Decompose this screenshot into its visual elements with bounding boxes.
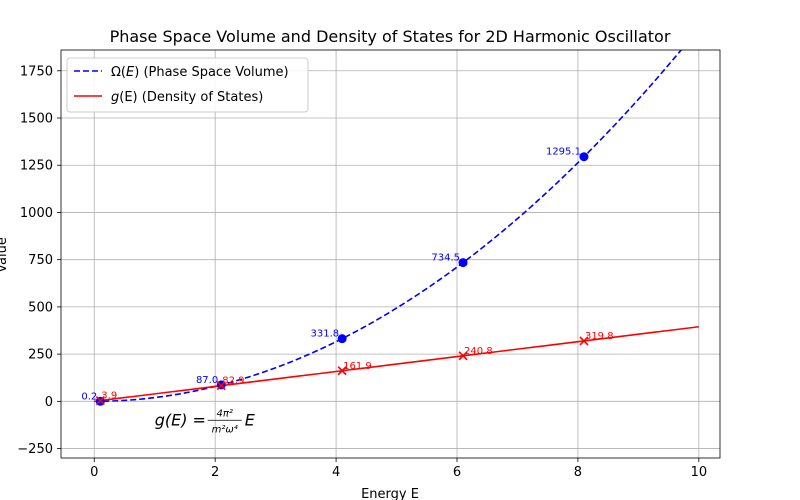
legend-box: [66, 57, 309, 113]
series-2-point: [95, 396, 105, 406]
series-2-point: [337, 366, 347, 376]
y-tick-label: −250: [17, 442, 53, 457]
series-line-2: [94, 325, 699, 403]
x-tick-label: 6: [453, 465, 461, 480]
series-group: [94, 50, 699, 403]
series-2-data-label: 82.9: [222, 376, 244, 387]
series-2-data-label: 3.9: [101, 391, 117, 402]
series-1-data-label: 1295.1: [546, 147, 581, 158]
plot-area: 0.2 87.0 331.8 734.5 1295.1 3.9 82.9 161.9 240.8…: [17, 49, 721, 480]
y-tick-label: 500: [28, 300, 53, 315]
y-tick-label: 250: [28, 348, 53, 363]
series-2-point: [579, 336, 589, 346]
series-1-data-label: 0.2: [81, 391, 97, 402]
x-tick-label: 0: [90, 465, 98, 480]
legend: Ω(E) (Phase Space Volume) g(E) (Density o…: [66, 57, 309, 113]
y-tick-label: 1250: [20, 159, 53, 174]
formula-rhs: E: [245, 410, 256, 429]
series-1-data-label: 734.5: [431, 253, 460, 264]
formula-lhs: g(E) =: [155, 410, 206, 429]
y-tick-label: 1000: [20, 206, 53, 221]
series-2-data-label: 319.8: [585, 331, 614, 342]
plot-frame: [60, 49, 721, 459]
series-2-point: [458, 351, 468, 361]
series-1-data-label: 87.0: [196, 375, 218, 386]
x-tick-label: 4: [332, 465, 340, 480]
chart-title: Phase Space Volume and Density of States…: [110, 27, 671, 46]
legend-entry-2: g(E) (Density of States): [111, 90, 263, 105]
formula-denominator: m²ω⁴: [212, 423, 238, 435]
series-2-data-label: 161.9: [343, 361, 372, 372]
x-tick-label: 10: [691, 465, 708, 480]
series-line-1: [94, 50, 683, 403]
series-1-point: [458, 258, 468, 268]
series-2-point: [216, 381, 226, 391]
series-1-point: [337, 334, 347, 344]
series-1-point: [579, 152, 589, 162]
x-tick-label: 8: [574, 465, 582, 480]
series-1-data-label: 331.8: [310, 329, 339, 340]
x-tick-label: 2: [211, 465, 219, 480]
y-tick-label: 1500: [20, 112, 53, 127]
y-tick-label: 750: [28, 253, 53, 268]
y-tick-label: 1750: [20, 64, 53, 79]
y-axis-label: Value: [0, 237, 10, 273]
series-2-data-label: 240.8: [464, 346, 493, 357]
legend-entry-1: Ω(E) (Phase Space Volume): [111, 65, 289, 80]
y-tick-label: 0: [45, 395, 53, 410]
formula-numerator: 4π²: [217, 408, 233, 419]
formula-annotation: g(E) = 4π² m²ω⁴ E: [155, 408, 256, 435]
x-axis-label: Energy E: [361, 487, 419, 500]
